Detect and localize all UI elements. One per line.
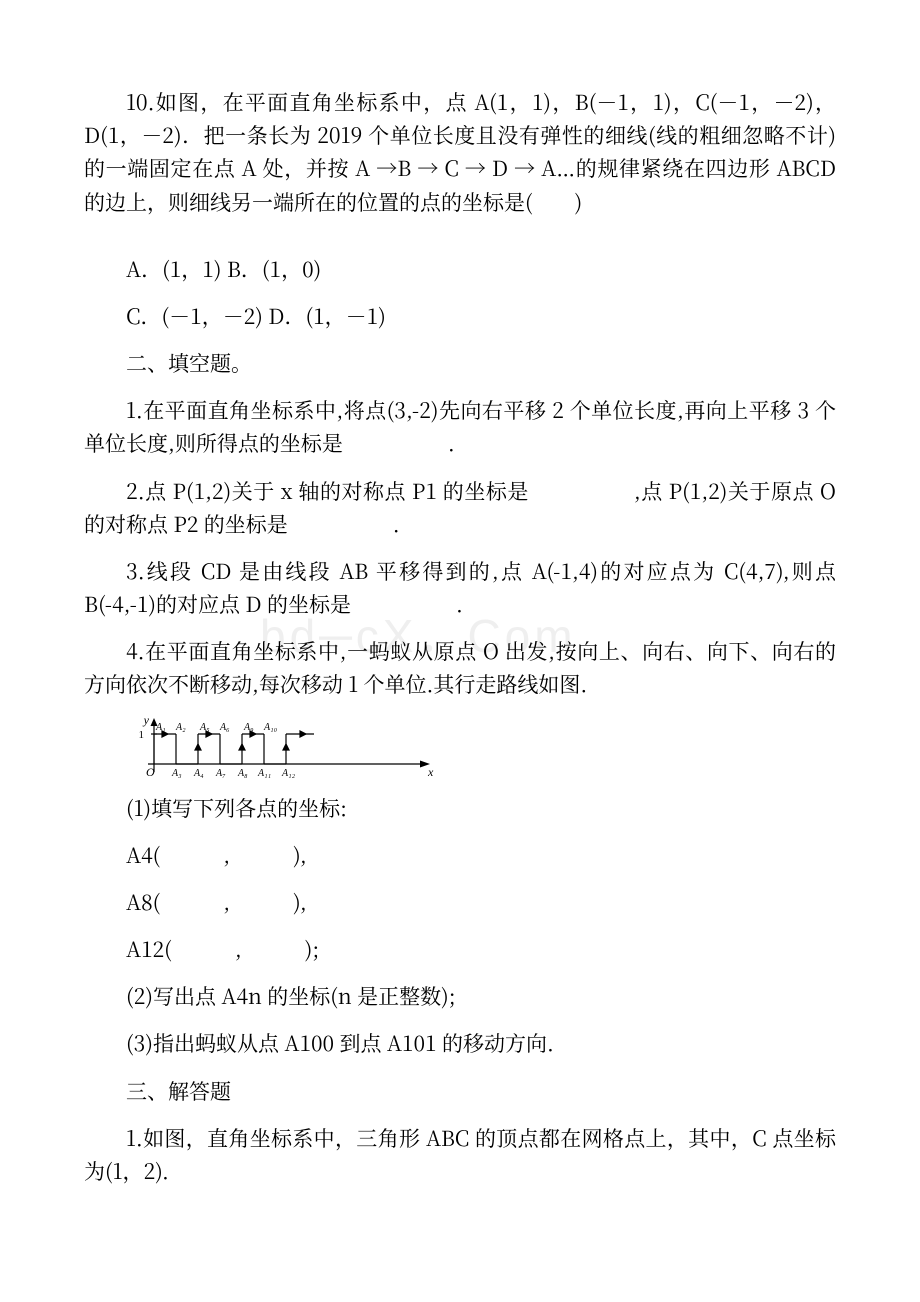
- label-x: x: [427, 765, 434, 779]
- q10-option-ab: A．(1，1) B．(1，0): [84, 253, 836, 286]
- fill-4-a12: A12( , );: [84, 933, 836, 966]
- lbl-A6: A₆: [219, 722, 230, 733]
- lbl-A7: A₇: [215, 768, 226, 779]
- lbl-A11: A₁₁: [257, 768, 271, 779]
- page-content: 10.如图，在平面直角坐标系中，点 A(1，1)，B(－1，1)，C(－1，－2…: [84, 86, 836, 1188]
- section-3-heading: 三、解答题: [84, 1075, 836, 1108]
- ant-path-diagram: 1 y x O: [134, 716, 434, 788]
- fill-4-part1: (1)填写下列各点的坐标:: [84, 792, 836, 825]
- fill-4-a8: A8( , ),: [84, 886, 836, 919]
- fill-3: 3.线段 CD 是由线段 AB 平移得到的,点 A(-1,4)的对应点为 C(4…: [84, 555, 836, 621]
- q10-option-cd: C．(－1，－2) D．(1，－1): [84, 300, 836, 333]
- answer-1: 1.如图，直角坐标系中，三角形 ABC 的顶点都在网格点上，其中，C 点坐标为(…: [84, 1122, 836, 1188]
- lbl-A9: A₉: [243, 722, 254, 733]
- fill-4-part2: (2)写出点 A4n 的坐标(n 是正整数);: [84, 980, 836, 1013]
- label-one: 1: [139, 729, 145, 741]
- lbl-A5: A₅: [199, 722, 210, 733]
- fill-2: 2.点 P(1,2)关于 x 轴的对称点 P1 的坐标是 ,点 P(1,2)关于…: [84, 475, 836, 541]
- question-10: 10.如图，在平面直角坐标系中，点 A(1，1)，B(－1，1)，C(－1，－2…: [84, 86, 836, 219]
- lbl-A12: A₁₂: [281, 768, 296, 779]
- page: bd─cX．Com 10.如图，在平面直角坐标系中，点 A(1，1)，B(－1，…: [0, 0, 920, 1302]
- lbl-A2: A₂: [175, 722, 186, 733]
- label-O: O: [146, 765, 155, 779]
- lbl-A3: A₃: [171, 768, 182, 779]
- lbl-A1: A₁: [155, 722, 166, 733]
- section-2-heading: 二、填空题。: [84, 347, 836, 380]
- lbl-A4: A₄: [193, 768, 204, 779]
- fill-1: 1.在平面直角坐标系中,将点(3,-2)先向右平移 2 个单位长度,再向上平移 …: [84, 394, 836, 460]
- lbl-A10: A₁₀: [263, 722, 278, 733]
- lbl-A8: A₈: [237, 768, 248, 779]
- label-y: y: [143, 716, 150, 727]
- fill-4: 4.在平面直角坐标系中,一蚂蚁从原点 O 出发,按向上、向右、向下、向右的方向依…: [84, 635, 836, 701]
- fill-4-part3: (3)指出蚂蚁从点 A100 到点 A101 的移动方向.: [84, 1027, 836, 1060]
- spacer: [84, 233, 836, 253]
- fill-4-a4: A4( , ),: [84, 839, 836, 872]
